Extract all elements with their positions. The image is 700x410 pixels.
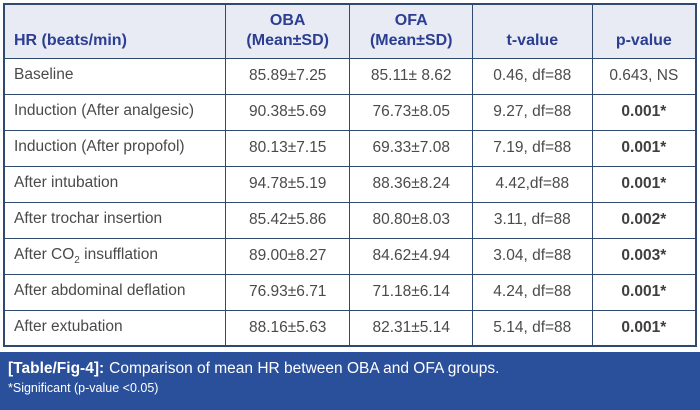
ofa-value: 82.31±5.14 bbox=[349, 309, 473, 347]
figure-caption: [Table/Fig-4]: Comparison of mean HR betw… bbox=[8, 359, 690, 378]
table-row-after-deflation: After abdominal deflation 76.93±6.71 71.… bbox=[3, 273, 697, 311]
table-row-after-extubation: After extubation 88.16±5.63 82.31±5.14 5… bbox=[3, 309, 697, 347]
col-header-oba-line1: OBA bbox=[269, 12, 306, 30]
oba-value: 85.89±7.25 bbox=[224, 57, 351, 95]
p-value: 0.003* bbox=[591, 237, 697, 275]
t-value: 4.24, df=88 bbox=[471, 273, 593, 311]
col-header-oba-line2: (Mean±SD) bbox=[246, 31, 329, 49]
t-value: 0.46, df=88 bbox=[471, 57, 593, 95]
table-row-induction-analgesic: Induction (After analgesic) 90.38±5.69 7… bbox=[3, 93, 697, 131]
table-row-after-trochar: After trochar insertion 85.42±5.86 80.80… bbox=[3, 201, 697, 239]
caption-bar: [Table/Fig-4]: Comparison of mean HR betw… bbox=[0, 352, 700, 410]
t-value: 3.04, df=88 bbox=[471, 237, 593, 275]
hr-comparison-table: HR (beats/min) OBA (Mean±SD) OFA (Mean±S… bbox=[3, 3, 697, 347]
ofa-value: 84.62±4.94 bbox=[349, 237, 473, 275]
col-header-ofa-line1: OFA bbox=[394, 12, 428, 30]
row-label: After intubation bbox=[3, 165, 226, 203]
p-value: 0.001* bbox=[591, 165, 697, 203]
col-header-hr: HR (beats/min) bbox=[3, 3, 226, 59]
ofa-value: 69.33±7.08 bbox=[349, 129, 473, 167]
p-value: 0.001* bbox=[591, 273, 697, 311]
p-value: 0.001* bbox=[591, 309, 697, 347]
table-row-after-co2: After CO2 insufflation 89.00±8.27 84.62±… bbox=[3, 237, 697, 275]
oba-value: 89.00±8.27 bbox=[224, 237, 351, 275]
oba-value: 85.42±5.86 bbox=[224, 201, 351, 239]
table-row-after-intubation: After intubation 94.78±5.19 88.36±8.24 4… bbox=[3, 165, 697, 203]
t-value: 4.42,df=88 bbox=[471, 165, 593, 203]
ofa-value: 80.80±8.03 bbox=[349, 201, 473, 239]
col-header-oba: OBA (Mean±SD) bbox=[224, 3, 351, 59]
t-value: 3.11, df=88 bbox=[471, 201, 593, 239]
figure-caption-text: Comparison of mean HR between OBA and OF… bbox=[109, 360, 500, 377]
ofa-value: 71.18±6.14 bbox=[349, 273, 473, 311]
row-label: Induction (After analgesic) bbox=[3, 93, 226, 131]
t-value: 9.27, df=88 bbox=[471, 93, 593, 131]
ofa-value: 85.11± 8.62 bbox=[349, 57, 473, 95]
ofa-value: 88.36±8.24 bbox=[349, 165, 473, 203]
row-label: Induction (After propofol) bbox=[3, 129, 226, 167]
figure-tag: [Table/Fig-4]: bbox=[8, 360, 105, 377]
row-label: After trochar insertion bbox=[3, 201, 226, 239]
row-label: After abdominal deflation bbox=[3, 273, 226, 311]
oba-value: 88.16±5.63 bbox=[224, 309, 351, 347]
col-header-ofa: OFA (Mean±SD) bbox=[349, 3, 473, 59]
t-value: 7.19, df=88 bbox=[471, 129, 593, 167]
significance-note: *Significant (p-value <0.05) bbox=[8, 381, 159, 396]
header-row: HR (beats/min) OBA (Mean±SD) OFA (Mean±S… bbox=[3, 3, 697, 59]
row-label: After extubation bbox=[3, 309, 226, 347]
table-row-induction-propofol: Induction (After propofol) 80.13±7.15 69… bbox=[3, 129, 697, 167]
col-header-p-value: p-value bbox=[591, 3, 697, 59]
oba-value: 80.13±7.15 bbox=[224, 129, 351, 167]
row-label: Baseline bbox=[3, 57, 226, 95]
col-header-t-value: t-value bbox=[471, 3, 593, 59]
oba-value: 94.78±5.19 bbox=[224, 165, 351, 203]
table-row-baseline: Baseline 85.89±7.25 85.11± 8.62 0.46, df… bbox=[3, 57, 697, 95]
oba-value: 76.93±6.71 bbox=[224, 273, 351, 311]
row-label: After CO2 insufflation bbox=[3, 237, 226, 275]
ofa-value: 76.73±8.05 bbox=[349, 93, 473, 131]
p-value: 0.002* bbox=[591, 201, 697, 239]
col-header-ofa-line2: (Mean±SD) bbox=[369, 31, 453, 49]
p-value: 0.001* bbox=[591, 129, 697, 167]
p-value: 0.001* bbox=[591, 93, 697, 131]
oba-value: 90.38±5.69 bbox=[224, 93, 351, 131]
p-value: 0.643, NS bbox=[591, 57, 697, 95]
t-value: 5.14, df=88 bbox=[471, 309, 593, 347]
